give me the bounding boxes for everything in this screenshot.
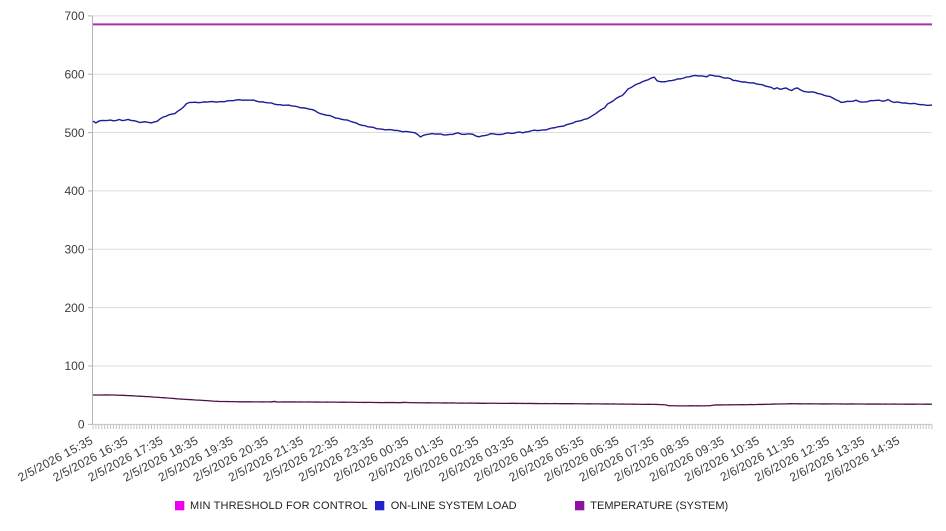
svg-text:ON-LINE SYSTEM LOAD: ON-LINE SYSTEM LOAD bbox=[391, 500, 517, 512]
svg-text:300: 300 bbox=[64, 242, 84, 256]
svg-text:TEMPERATURE (SYSTEM): TEMPERATURE (SYSTEM) bbox=[590, 500, 728, 512]
svg-text:100: 100 bbox=[64, 359, 84, 373]
svg-text:600: 600 bbox=[64, 67, 84, 81]
svg-text:400: 400 bbox=[64, 184, 84, 198]
svg-text:700: 700 bbox=[64, 9, 84, 23]
svg-text:0: 0 bbox=[78, 418, 85, 432]
svg-text:200: 200 bbox=[64, 301, 84, 315]
svg-text:500: 500 bbox=[64, 126, 84, 140]
svg-text:MIN THRESHOLD FOR CONTROL: MIN THRESHOLD FOR CONTROL bbox=[190, 500, 368, 512]
